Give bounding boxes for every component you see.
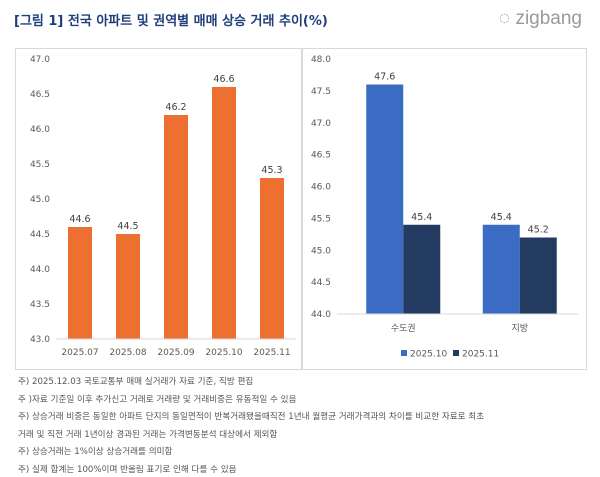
y-tick-label: 48.0	[311, 55, 331, 65]
bar-2025.10	[366, 84, 404, 314]
y-tick-label: 46.0	[311, 183, 331, 193]
regional-chart-panel: 44.0 44.5 45.0 45.5 46.0 46.5 47.0 47.5 48.0 47.6…	[302, 48, 587, 370]
y-tick-label: 44.5	[30, 230, 50, 240]
footnote: 거래 및 직전 거래 1년이상 경과된 거래는 가격변동분석 대상에서 제외함	[18, 429, 278, 440]
bar-2025.10	[482, 224, 520, 314]
bar-2025.11	[519, 237, 557, 314]
x-tick-label: 2025.11	[253, 348, 290, 358]
x-tick-label: 2025.09	[157, 348, 194, 358]
bar	[260, 178, 284, 339]
bar	[212, 87, 236, 339]
y-tick-label: 47.0	[311, 119, 331, 129]
figure-title: [그림 1] 전국 아파트 및 권역별 매매 상승 거래 추이(%)	[14, 14, 328, 29]
logo-icon: ◌	[498, 8, 516, 29]
bar	[116, 234, 140, 339]
footnote: 주) 상승거래 비중은 동일한 아파트 단지의 동일면적이 반복거래됐을때직전 …	[18, 412, 485, 422]
data-label: 45.2	[528, 225, 549, 236]
data-label: 45.4	[491, 212, 512, 223]
legend-swatch	[453, 350, 459, 356]
y-tick-label: 44.0	[311, 310, 331, 320]
bar-2025.11	[403, 224, 441, 314]
y-tick-label: 47.5	[311, 87, 331, 97]
y-tick-label: 45.5	[30, 160, 50, 170]
bar	[68, 227, 92, 339]
y-tick-label: 44.5	[311, 278, 331, 288]
national-chart: 43.0 43.5 44.0 44.5 45.0 45.5 46.0 46.5 47.0 44.6…	[30, 55, 296, 358]
x-tick-label: 2025.10	[205, 348, 242, 358]
x-tick-label: 2025.08	[109, 348, 146, 358]
data-label: 45.3	[261, 165, 282, 176]
x-tick-label: 지방	[511, 323, 528, 334]
y-tick-label: 45.0	[311, 246, 331, 256]
x-tick-label: 수도권	[391, 322, 416, 334]
data-label: 46.2	[165, 102, 186, 113]
y-tick-label: 45.0	[30, 195, 50, 205]
data-label: 44.5	[117, 221, 138, 232]
footnote: 주 )자료 기준일 이후 추가신고 거래로 거래량 및 거래비중은 유동적일 수…	[18, 394, 297, 405]
regional-chart: 44.0 44.5 45.0 45.5 46.0 46.5 47.0 47.5 48.0 47.6…	[311, 55, 578, 360]
national-chart-panel: 43.0 43.5 44.0 44.5 45.0 45.5 46.0 46.5 47.0 44.6…	[15, 48, 302, 370]
y-tick-label: 45.5	[311, 214, 331, 224]
legend-label: 2025.10	[410, 350, 447, 360]
y-tick-label: 44.0	[30, 265, 50, 275]
y-tick-label: 46.0	[30, 125, 50, 135]
bar	[164, 115, 188, 339]
data-label: 46.6	[213, 74, 234, 85]
legend-label: 2025.11	[462, 350, 499, 360]
data-label: 45.4	[411, 212, 432, 223]
footnote: 주) 실제 합계는 100%이며 반올림 표기로 인해 다를 수 있음	[18, 464, 237, 475]
y-tick-label: 43.5	[30, 300, 50, 310]
data-label: 44.6	[69, 214, 90, 225]
y-tick-label: 47.0	[30, 55, 50, 65]
y-tick-label: 46.5	[311, 151, 331, 161]
footnotes: 주) 2025.12.03 국토교통부 매매 실거래가 자료 기준, 직방 편집…	[18, 374, 484, 477]
x-tick-label: 2025.07	[61, 348, 98, 358]
footnote: 주) 상승거래는 1%이상 상승거래를 의미함	[18, 447, 173, 457]
zigbang-logo: ◌ zigbang	[499, 8, 582, 30]
y-tick-label: 43.0	[30, 335, 50, 345]
data-label: 47.6	[374, 72, 395, 83]
y-tick-label: 46.5	[30, 90, 50, 100]
logo-text: zigbang	[515, 8, 582, 29]
footnote: 주) 2025.12.03 국토교통부 매매 실거래가 자료 기준, 직방 편집	[18, 377, 254, 387]
legend-swatch	[401, 350, 407, 356]
